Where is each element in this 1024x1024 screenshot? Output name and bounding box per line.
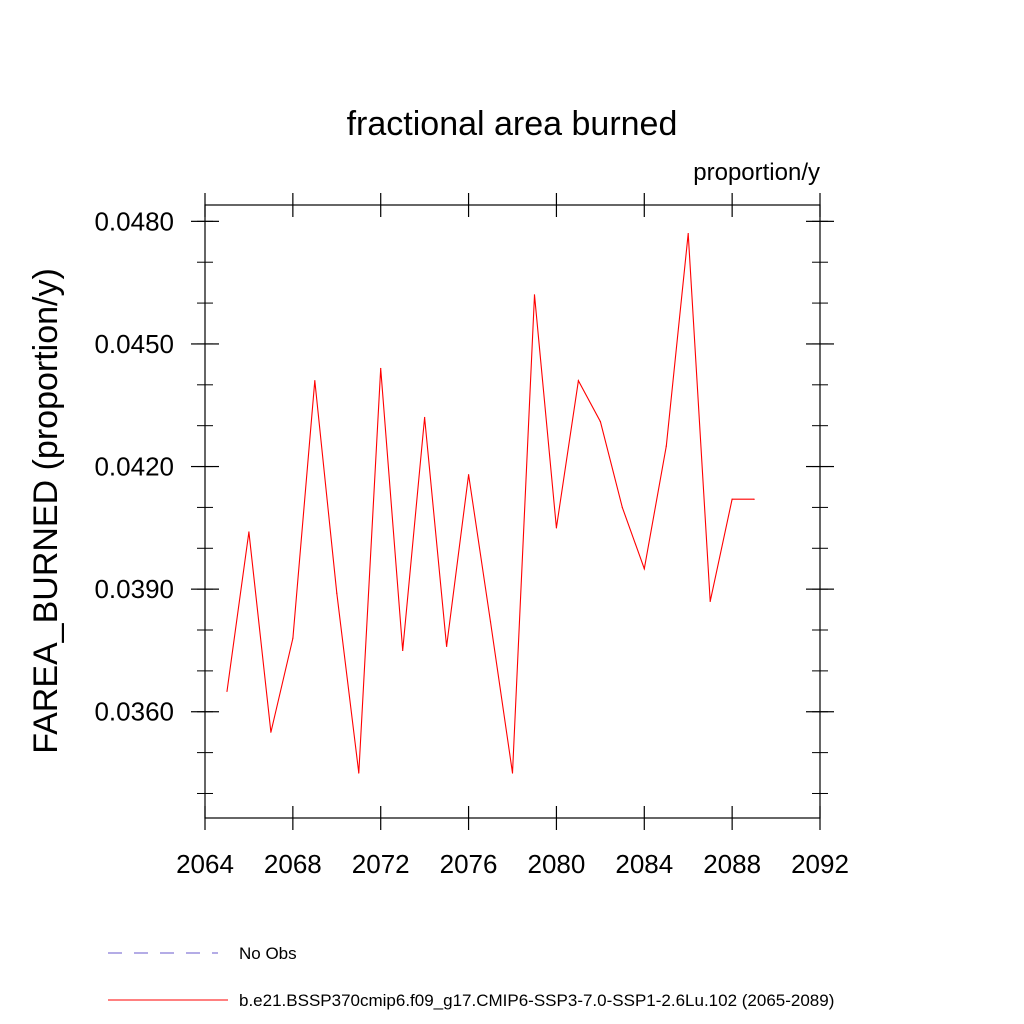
- data-point: [511, 772, 514, 774]
- data-point: [336, 592, 338, 594]
- x-tick-label: 2088: [703, 849, 761, 879]
- x-tick-label: 2092: [791, 849, 849, 879]
- legend-label-no-obs: No Obs: [239, 944, 297, 963]
- data-point: [599, 420, 601, 423]
- chart-title: fractional area burned: [347, 105, 678, 143]
- y-tick-label: 0.0480: [94, 206, 174, 236]
- y-tick-label: 0.0450: [94, 329, 174, 359]
- data-point: [687, 233, 689, 235]
- data-point: [380, 367, 382, 370]
- series-layer: [226, 233, 755, 774]
- x-tick-label: 2084: [615, 849, 673, 879]
- y-tick-label: 0.0390: [94, 574, 174, 604]
- legend: No Obs b.e21.BSSP370cmip6.f09_g17.CMIP6-…: [108, 944, 834, 1010]
- y-axis-label: FAREA_BURNED (proportion/y): [27, 268, 65, 754]
- data-point: [731, 498, 733, 500]
- x-tick-label: 2080: [528, 849, 586, 879]
- units-label: proportion/y: [693, 159, 820, 186]
- data-point: [555, 527, 558, 529]
- data-point: [467, 474, 470, 476]
- series-line: [226, 233, 755, 774]
- x-axis-ticks: 2064 2068 2072 2076 2080 2084 2088 2092: [176, 193, 849, 879]
- data-point: [577, 380, 579, 382]
- data-point: [753, 498, 755, 500]
- data-point: [446, 645, 448, 647]
- data-point: [358, 772, 360, 774]
- data-point: [226, 690, 228, 692]
- y-axis-ticks: 0.0360 0.0390 0.0420 0.0450 0.0480: [94, 206, 834, 794]
- data-point: [314, 380, 316, 382]
- data-point: [489, 621, 492, 623]
- data-point: [665, 445, 667, 447]
- data-point: [533, 294, 536, 296]
- data-point: [709, 600, 711, 603]
- legend-label-model-run: b.e21.BSSP370cmip6.f09_g17.CMIP6-SSP3-7.…: [239, 991, 834, 1010]
- data-point: [402, 649, 404, 652]
- data-point: [270, 731, 272, 733]
- y-tick-label: 0.0420: [94, 452, 174, 482]
- data-point: [424, 416, 426, 419]
- y-tick-label: 0.0360: [94, 697, 174, 727]
- x-tick-label: 2072: [352, 849, 410, 879]
- plot-frame: [204, 204, 821, 819]
- x-tick-label: 2064: [176, 849, 234, 879]
- x-tick-label: 2068: [264, 849, 322, 879]
- data-point: [643, 568, 645, 570]
- data-point: [248, 531, 250, 533]
- data-point: [621, 506, 623, 509]
- data-point: [292, 637, 294, 639]
- x-tick-label: 2076: [440, 849, 498, 879]
